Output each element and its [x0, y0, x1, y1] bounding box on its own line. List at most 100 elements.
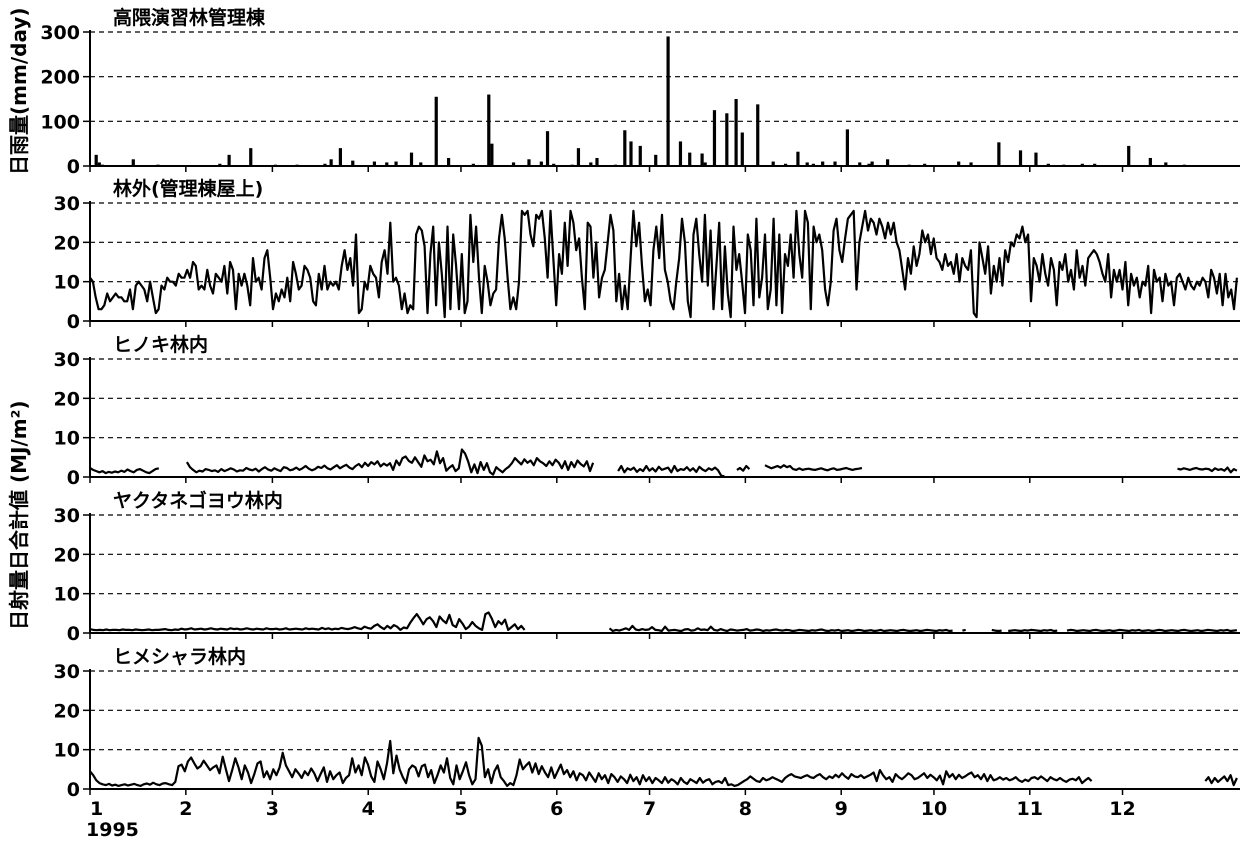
rain-bar — [907, 164, 911, 166]
rain-bar — [447, 157, 451, 166]
rain-bar — [280, 165, 284, 166]
series-line — [1066, 628, 1238, 633]
series-line — [764, 464, 863, 472]
rain-bar — [103, 165, 108, 166]
series-line — [608, 624, 953, 633]
x-tick-label: 7 — [643, 798, 656, 820]
series-line — [617, 464, 725, 478]
rain-bar — [227, 154, 231, 166]
rain-bar — [756, 104, 760, 166]
rain-bar — [329, 159, 333, 166]
series-line — [991, 628, 1002, 633]
rain-bar — [1018, 150, 1023, 166]
rain-bar — [490, 143, 494, 166]
rain-bar — [725, 113, 729, 166]
rain-bar — [471, 163, 475, 166]
rain-bar — [100, 164, 104, 166]
rain-bar — [1046, 163, 1050, 166]
y-tick-label: 0 — [67, 779, 80, 801]
y-tick-label: 30 — [54, 505, 80, 527]
x-tick-label: 1 — [90, 798, 103, 820]
y-tick-label: 20 — [54, 544, 80, 566]
x-tick-label: 8 — [739, 798, 752, 820]
rain-bar — [1080, 163, 1084, 166]
y-tick-label: 0 — [67, 311, 80, 333]
rain-bar — [666, 36, 670, 166]
rain-bar — [539, 161, 543, 166]
rain-bar — [527, 159, 531, 166]
rain-bar — [833, 161, 837, 166]
rain-bar — [1164, 162, 1168, 166]
y-tick-label: 10 — [54, 584, 80, 606]
rain-bar — [249, 148, 253, 166]
rain-bar — [703, 162, 707, 166]
rain-bar — [218, 163, 222, 166]
y-axis-title-solar: 日射量日合計値 (MJ/m²) — [7, 401, 31, 631]
y-tick-label: 30 — [54, 193, 80, 215]
rain-bar — [867, 163, 871, 166]
rain-bar — [923, 163, 927, 166]
rain-bar — [1093, 163, 1097, 166]
rain-bar — [487, 94, 491, 166]
y-tick-label: 10 — [54, 740, 80, 762]
rain-bar — [734, 99, 738, 166]
rain-bar — [796, 151, 800, 166]
panel-title: 高隈演習林管理棟 — [113, 6, 266, 29]
x-tick-label: 9 — [835, 798, 848, 820]
rain-bar — [700, 153, 704, 166]
y-tick-label: 0 — [67, 467, 80, 489]
rain-bar — [156, 164, 160, 166]
x-tick-label: 3 — [266, 798, 279, 820]
rain-bar — [858, 162, 862, 166]
y-axis-title-rain: 日雨量(mm/day) — [7, 8, 31, 176]
rain-bar — [1148, 157, 1152, 166]
rain-bar — [1062, 164, 1066, 166]
rain-bar — [589, 162, 593, 166]
rain-bar — [576, 148, 581, 166]
rain-bar — [805, 162, 809, 166]
rain-bar — [595, 157, 599, 166]
rain-bar — [654, 154, 658, 166]
rain-bar — [623, 130, 627, 166]
series-line — [962, 628, 966, 632]
rain-bar — [434, 96, 438, 166]
panel-title: ヒノキ林内 — [113, 333, 208, 356]
panel-title: 林外(管理棟屋上) — [113, 177, 263, 200]
y-tick-label: 30 — [54, 349, 80, 371]
y-tick-label: 100 — [40, 111, 80, 133]
rain-bar — [1127, 145, 1131, 166]
y-tick-label: 20 — [54, 388, 80, 410]
rain-bar — [885, 159, 890, 166]
rain-bar — [273, 164, 278, 166]
rain-bar — [419, 162, 423, 166]
rain-bar — [870, 161, 874, 166]
rain-bar — [552, 163, 556, 166]
rain-bar — [783, 163, 788, 166]
rain-bar — [811, 163, 815, 166]
rain-bar — [545, 131, 550, 166]
x-tick-label: 6 — [550, 798, 563, 820]
panel-title: ヒメシャラ林内 — [113, 645, 246, 668]
series-line — [1177, 466, 1238, 474]
y-tick-label: 300 — [40, 22, 80, 44]
rain-bar — [740, 132, 744, 166]
rain-bar — [957, 161, 961, 166]
y-tick-label: 20 — [54, 232, 80, 254]
rain-bar — [409, 152, 414, 166]
series-line — [89, 209, 1238, 319]
y-tick-label: 0 — [67, 623, 80, 645]
rain-bar — [969, 162, 973, 166]
rain-bar — [394, 161, 398, 166]
y-tick-label: 200 — [40, 67, 80, 89]
rain-bar — [1182, 164, 1186, 166]
rain-bar — [997, 142, 1001, 166]
rain-bar — [323, 163, 327, 166]
rain-bar — [712, 110, 717, 166]
y-tick-label: 10 — [54, 272, 80, 294]
rain-bar — [629, 141, 633, 166]
rain-bar — [638, 145, 642, 166]
rain-bar — [678, 141, 683, 166]
x-tick-label: 4 — [362, 798, 375, 820]
